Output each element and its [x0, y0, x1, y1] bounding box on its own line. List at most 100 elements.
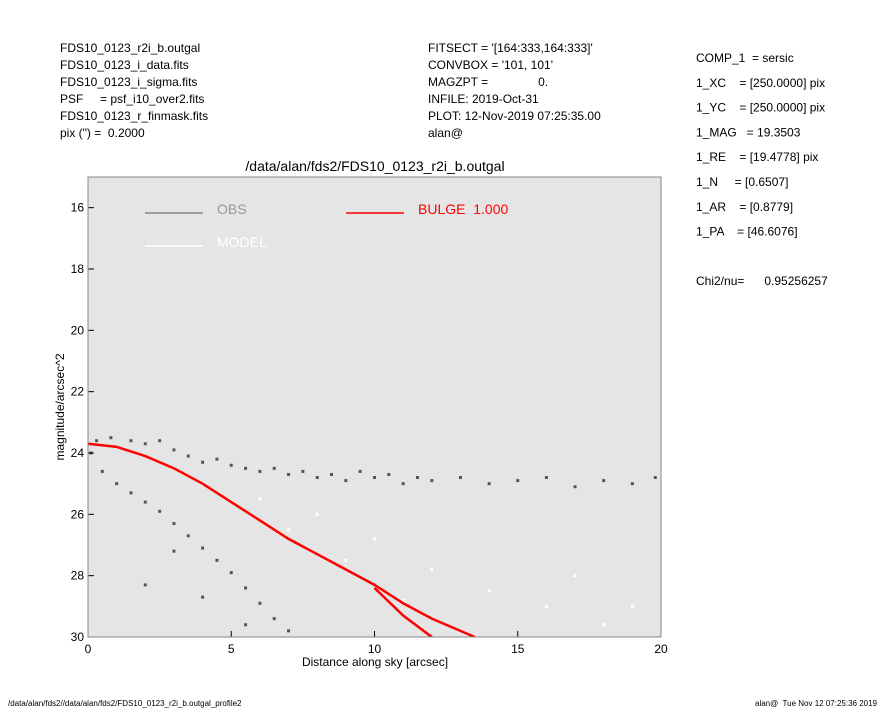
data-point [95, 439, 99, 443]
x-tick-label: 5 [228, 642, 235, 656]
data-point [272, 466, 276, 470]
data-point [143, 583, 147, 587]
data-point [109, 436, 113, 440]
data-point [301, 469, 305, 473]
data-point [358, 469, 362, 473]
data-point [602, 623, 606, 627]
y-tick-label: 20 [71, 323, 85, 337]
footer-left: /data/alan/fds2//data/alan/fds2/FDS10_01… [8, 699, 242, 708]
data-point [244, 623, 248, 627]
y-tick-label: 26 [71, 507, 85, 521]
info-right: 1_YC = [250.0000] pix [696, 101, 825, 115]
data-point [244, 466, 248, 470]
info-middle: CONVBOX = '101, 101' [428, 58, 553, 72]
data-point [487, 482, 491, 486]
data-point [186, 454, 190, 458]
info-middle: INFILE: 2019-Oct-31 [428, 92, 539, 106]
data-point [201, 460, 205, 464]
info-left: FDS10_0123_r2i_b.outgal [60, 41, 200, 55]
data-point [201, 595, 205, 599]
data-point [201, 546, 205, 550]
data-point [287, 528, 291, 532]
y-tick-label: 28 [71, 569, 85, 583]
info-middle: FITSECT = '[164:333,164:333]' [428, 41, 593, 55]
data-point [415, 476, 419, 480]
data-point [287, 472, 291, 476]
x-tick-label: 10 [368, 642, 382, 656]
info-middle: PLOT: 12-Nov-2019 07:25:35.00 [428, 109, 601, 123]
info-right: 1_PA = [46.6076] [696, 225, 798, 239]
x-tick-label: 15 [511, 642, 525, 656]
data-point [315, 512, 319, 516]
info-right: 1_XC = [250.0000] pix [696, 76, 825, 90]
info-right: 1_N = [0.6507] [696, 175, 788, 189]
data-point [544, 476, 548, 480]
data-point [143, 442, 147, 446]
info-right: 1_RE = [19.4778] pix [696, 150, 818, 164]
data-point [315, 476, 319, 480]
data-point [573, 485, 577, 489]
data-point [215, 558, 219, 562]
legend-label: OBS [217, 201, 247, 217]
data-point [215, 457, 219, 461]
info-left: pix (") = 0.2000 [60, 126, 145, 140]
data-point [401, 482, 405, 486]
data-point [186, 534, 190, 538]
info-middle: alan@ [428, 126, 463, 140]
data-point [653, 476, 657, 480]
x-tick-label: 20 [654, 642, 668, 656]
info-left: FDS10_0123_i_sigma.fits [60, 75, 197, 89]
x-tick-label: 0 [85, 642, 92, 656]
y-tick-label: 16 [71, 201, 85, 215]
info-left: PSF = psf_i10_over2.fits [60, 92, 204, 106]
data-point [387, 472, 391, 476]
data-point [129, 491, 133, 495]
data-point [344, 479, 348, 483]
data-point [330, 472, 334, 476]
y-tick-label: 24 [71, 446, 85, 460]
info-left: FDS10_0123_r_finmask.fits [60, 109, 208, 123]
data-point [401, 598, 405, 602]
legend-label: BULGE 1.000 [418, 201, 508, 217]
data-point [430, 479, 434, 483]
data-point [272, 617, 276, 621]
y-tick-label: 18 [71, 262, 85, 276]
data-point [158, 509, 162, 513]
chart-title: /data/alan/fds2/FDS10_0123_r2i_b.outgal [245, 158, 504, 174]
chi2: Chi2/nu= 0.95256257 [696, 274, 828, 288]
data-point [229, 463, 233, 467]
data-point [158, 439, 162, 443]
data-point [373, 537, 376, 541]
data-point [602, 479, 606, 483]
info-right: 1_MAG = 19.3503 [696, 125, 801, 139]
info-left: FDS10_0123_i_data.fits [60, 58, 189, 72]
data-point [630, 482, 634, 486]
data-point [115, 482, 119, 486]
info-middle: MAGZPT = 0. [428, 75, 548, 89]
data-point [172, 522, 176, 526]
y-axis-label: magnitude/arcsec^2 [53, 353, 67, 460]
data-point [573, 574, 577, 578]
data-point [244, 586, 248, 590]
data-point [258, 469, 262, 473]
y-tick-label: 30 [71, 630, 85, 644]
legend-label: MODEL [217, 234, 267, 250]
data-point [458, 476, 462, 480]
data-point [129, 439, 133, 443]
plot-frame [87, 176, 662, 638]
data-point [172, 549, 176, 553]
model-line [88, 442, 476, 637]
data-point [143, 500, 147, 504]
info-right: COMP_1 = sersic [696, 51, 794, 65]
data-point [100, 469, 104, 473]
data-point [172, 448, 176, 452]
info-right: 1_AR = [0.8779] [696, 200, 793, 214]
footer-right: alan@ Tue Nov 12 07:25:36 2019 [755, 699, 878, 708]
y-tick-label: 22 [71, 385, 85, 399]
data-point [229, 571, 233, 575]
data-point [544, 604, 548, 608]
data-point [430, 568, 434, 572]
data-point [630, 604, 634, 608]
data-point [287, 629, 291, 633]
